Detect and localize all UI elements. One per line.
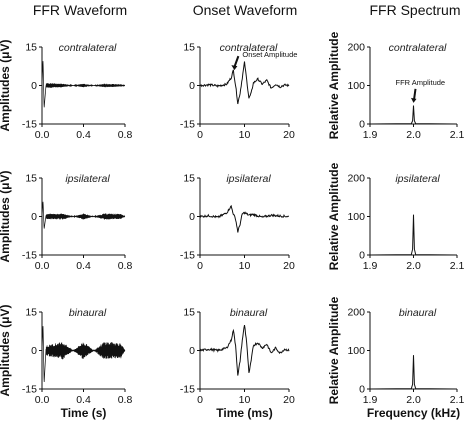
ffr-waveform-binaural-xlabel: Time (s): [61, 406, 107, 420]
onset-waveform-contralateral-xtick-label: 0: [197, 129, 203, 141]
ffr-spectrum-contralateral-ytick-label: 200: [347, 42, 365, 54]
onset-waveform-binaural-trace: [199, 325, 290, 376]
ffr-waveform-binaural-xtick-label: 0.8: [118, 394, 133, 406]
onset-waveform-contralateral-ytick-label: -15: [180, 119, 195, 131]
ffr-amplitude-arrowhead: [411, 97, 417, 103]
ffr-waveform-binaural-xtick-label: 0.4: [76, 394, 91, 406]
onset-amplitude-arrowhead: [231, 65, 238, 71]
onset-waveform-contralateral-trace: [199, 61, 290, 105]
ffr-spectrum-binaural-ylabel: Relative Amplitude: [327, 296, 341, 404]
ffr-waveform-ipsilateral-ytick-label: 15: [25, 173, 37, 185]
ffr-waveform-contralateral-ytick-label: 0: [31, 80, 37, 92]
ffr-waveform-ipsilateral-xtick-label: 0.0: [35, 260, 50, 272]
ffr-waveform-ipsilateral-condition-label: ipsilateral: [65, 173, 110, 185]
ffr-waveform-binaural-ytick-label: 0: [31, 345, 37, 357]
onset-waveform-contralateral-xtick-label: 10: [239, 129, 251, 141]
ffr-waveform-ipsilateral-ytick-label: -15: [22, 250, 37, 262]
ffr-spectrum-binaural-condition-label: binaural: [399, 307, 437, 319]
column-title-onset-waveform: Onset Waveform: [193, 2, 298, 18]
ffr-spectrum-ipsilateral-condition-label: ipsilateral: [395, 173, 440, 185]
ffr-waveform-ipsilateral-ylabel: Amplitudes (μV): [0, 170, 12, 262]
ffr-waveform-contralateral-trace: [41, 61, 125, 108]
onset-waveform-binaural-xlabel: Time (ms): [216, 406, 272, 420]
ffr-waveform-contralateral-xtick-label: 0.4: [76, 129, 91, 141]
onset-waveform-binaural-ytick-label: 15: [183, 307, 195, 319]
ffr-waveform-binaural-condition-label: binaural: [69, 307, 107, 319]
ffr-spectrum-ipsilateral-ytick-label: 100: [347, 211, 365, 223]
onset-waveform-contralateral-condition-label: contralateral: [220, 42, 278, 54]
ffr-spectrum-contralateral-xtick-label: 2.1: [450, 129, 465, 141]
onset-amplitude-arrow: [233, 55, 240, 68]
column-title-ffr-waveform: FFR Waveform: [33, 2, 127, 18]
ffr-spectrum-ipsilateral-xtick-label: 1.9: [363, 260, 378, 272]
ffr-spectrum-contralateral-xtick-label: 2.0: [406, 129, 421, 141]
ffr-spectrum-binaural-ytick-label: 100: [347, 345, 365, 357]
ffr-waveform-binaural-ytick-label: 15: [25, 307, 37, 319]
ffr-waveform-contralateral-ytick-label: -15: [22, 119, 37, 131]
ffr-waveform-ipsilateral-xtick-label: 0.8: [118, 260, 133, 272]
ffr-waveform-binaural-xtick-label: 0.0: [35, 394, 50, 406]
ffr-spectrum-ipsilateral-trace: [369, 214, 458, 256]
ffr-spectrum-contralateral-xtick-label: 1.9: [363, 129, 378, 141]
onset-waveform-binaural-condition-label: binaural: [230, 307, 268, 319]
ffr-waveform-binaural-trace: [41, 326, 126, 383]
ffr-waveform-binaural-ylabel: Amplitudes (μV): [0, 304, 12, 396]
ffr-spectrum-binaural-trace: [369, 355, 458, 390]
ffr-spectrum-binaural-xtick-label: 2.0: [406, 394, 421, 406]
onset-amplitude-label: Onset Amplitude: [242, 50, 297, 59]
ffr-spectrum-binaural-xlabel: Frequency (kHz): [367, 406, 460, 420]
ffr-waveform-contralateral-xtick-label: 0.8: [118, 129, 133, 141]
ffr-spectrum-contralateral-ylabel: Relative Amplitude: [327, 31, 341, 139]
ffr-spectrum-binaural-ytick-label: 0: [359, 384, 365, 396]
ffr-waveform-contralateral-xtick-label: 0.0: [35, 129, 50, 141]
onset-waveform-binaural-ytick-label: -15: [180, 384, 195, 396]
ffr-waveform-ipsilateral-xtick-label: 0.4: [76, 260, 91, 272]
column-title-ffr-spectrum: FFR Spectrum: [369, 2, 460, 18]
ffr-waveform-binaural-ytick-label: -15: [22, 384, 37, 396]
onset-waveform-ipsilateral-ytick-label: -15: [180, 250, 195, 262]
ffr-spectrum-binaural-ytick-label: 200: [347, 307, 365, 319]
ffr-spectrum-ipsilateral-ytick-label: 0: [359, 250, 365, 262]
ffr-spectrum-contralateral-ytick-label: 100: [347, 80, 365, 92]
ffr-spectrum-ipsilateral-xtick-label: 2.0: [406, 260, 421, 272]
ffr-spectrum-contralateral-ytick-label: 0: [359, 119, 365, 131]
onset-waveform-ipsilateral-xtick-label: 10: [239, 260, 251, 272]
onset-waveform-ipsilateral-condition-label: ipsilateral: [226, 173, 271, 185]
ffr-amplitude-label: FFR Amplitude: [396, 78, 446, 87]
ffr-spectrum-binaural-xtick-label: 1.9: [363, 394, 378, 406]
onset-waveform-binaural-xtick-label: 10: [239, 394, 251, 406]
ffr-waveform-contralateral-condition-label: contralateral: [59, 42, 117, 54]
onset-waveform-contralateral-xtick-label: 20: [283, 129, 295, 141]
onset-waveform-binaural-xtick-label: 0: [197, 394, 203, 406]
ffr-waveform-ipsilateral-trace: [41, 201, 126, 229]
ffr-waveform-contralateral-ytick-label: 15: [25, 42, 37, 54]
ffr-spectrum-ipsilateral-ylabel: Relative Amplitude: [327, 162, 341, 270]
ffr-waveform-ipsilateral-ytick-label: 0: [31, 211, 37, 223]
ffr-waveform-contralateral-ylabel: Amplitudes (μV): [0, 39, 12, 131]
ffr-spectrum-contralateral-condition-label: contralateral: [389, 42, 447, 54]
onset-waveform-ipsilateral-xtick-label: 0: [197, 260, 203, 272]
onset-waveform-ipsilateral-xtick-label: 20: [283, 260, 295, 272]
onset-waveform-contralateral-ytick-label: 15: [183, 42, 195, 54]
ffr-spectrum-ipsilateral-ytick-label: 200: [347, 173, 365, 185]
onset-waveform-binaural-ytick-label: 0: [189, 345, 195, 357]
ffr-spectrum-contralateral-trace: [369, 105, 458, 125]
onset-waveform-ipsilateral-ytick-label: 15: [183, 173, 195, 185]
onset-waveform-ipsilateral-ytick-label: 0: [189, 211, 195, 223]
ffr-spectrum-binaural-xtick-label: 2.1: [450, 394, 465, 406]
onset-waveform-ipsilateral-trace: [199, 204, 289, 233]
onset-waveform-contralateral-ytick-label: 0: [189, 80, 195, 92]
ffr-amplitude-arrow: [413, 88, 417, 100]
onset-waveform-binaural-xtick-label: 20: [283, 394, 295, 406]
ffr-spectrum-ipsilateral-xtick-label: 2.1: [450, 260, 465, 272]
